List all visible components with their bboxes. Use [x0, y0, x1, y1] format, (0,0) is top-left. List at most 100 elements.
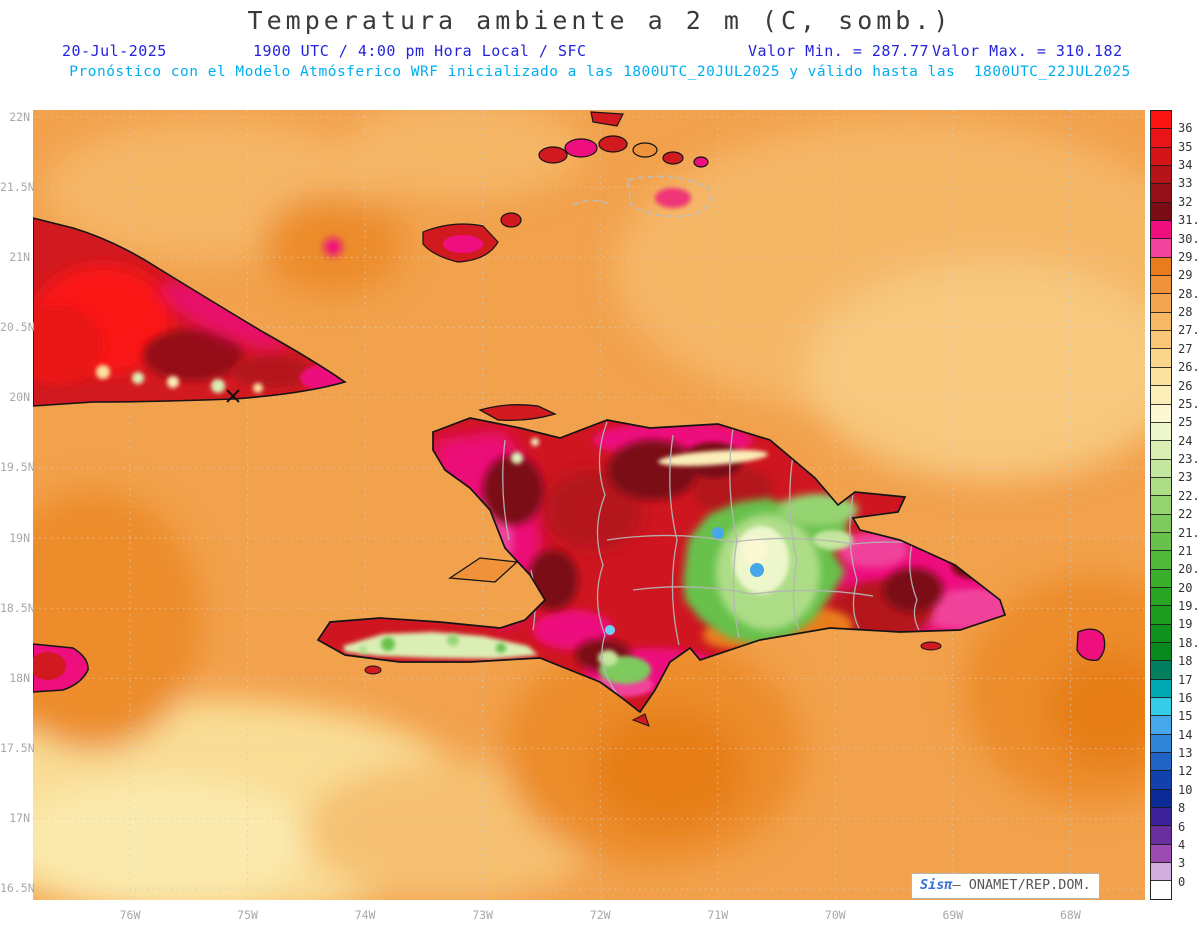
- colorbar-level-label: 0: [1178, 874, 1186, 889]
- colorbar-level-label: 14: [1178, 727, 1193, 742]
- lat-tick-label: 17.5N: [0, 741, 35, 756]
- jamaica-island: [33, 643, 89, 693]
- colorbar-level-label: 13: [1178, 746, 1193, 761]
- colorbar-cell: [1151, 587, 1171, 607]
- colorbar-level-label: 4: [1178, 837, 1186, 852]
- colorbar-cell: [1151, 698, 1171, 717]
- bahamas-islands: [422, 111, 709, 263]
- colorbar-level-label: 20.5: [1178, 562, 1200, 577]
- colorbar-level-label: 12: [1178, 764, 1193, 779]
- colorbar-cell: [1151, 129, 1171, 148]
- colorbar-level-label: 22.5: [1178, 488, 1200, 503]
- lat-tick-label: 21.5N: [0, 179, 35, 194]
- station-x-marker: [226, 389, 240, 403]
- forecast-time: 1900 UTC / 4:00 pm Hora Local / SFC: [253, 42, 587, 60]
- colorbar-level-label: 17: [1178, 672, 1193, 687]
- colorbar-cell: [1151, 642, 1171, 662]
- colorbar-level-label: 3: [1178, 856, 1186, 871]
- colorbar-cell: [1151, 844, 1171, 864]
- colorbar-cell: [1151, 221, 1171, 240]
- colorbar-level-label: 26: [1178, 378, 1193, 393]
- saona-island: [920, 641, 942, 651]
- colorbar-cell: [1151, 367, 1171, 387]
- shallow-banks: [572, 175, 712, 218]
- watermark-separator: –: [952, 877, 961, 893]
- colorbar-level-label: 32: [1178, 194, 1193, 209]
- colorbar-cell: [1151, 202, 1171, 222]
- colorbar-level-label: 27.5: [1178, 323, 1200, 338]
- colorbar-cell: [1151, 863, 1171, 882]
- temperature-map: [33, 110, 1145, 900]
- colorbar-level-label: 22: [1178, 507, 1193, 522]
- lon-tick-label: 76W: [119, 908, 141, 922]
- ile-a-vache: [364, 665, 382, 675]
- colorbar-cell: [1151, 661, 1171, 680]
- colorbar-level-label: 25: [1178, 415, 1193, 430]
- colorbar-cell: [1151, 753, 1171, 772]
- colorbar-cell: [1151, 276, 1171, 295]
- lon-tick-label: 75W: [237, 908, 258, 922]
- colorbar-level-label: 34: [1178, 158, 1193, 173]
- colorbar-cell: [1151, 606, 1171, 625]
- colorbar-cell: [1151, 881, 1171, 899]
- ocean-hot-spot: [324, 238, 342, 256]
- colorbar-level-label: 19: [1178, 617, 1193, 632]
- colorbar-level-label: 20: [1178, 580, 1193, 595]
- watermark-org: ONAMET/REP.DOM.: [968, 877, 1091, 893]
- colorbar-cell: [1151, 184, 1171, 203]
- colorbar-cell: [1151, 496, 1171, 515]
- colorbar-level-label: 18: [1178, 654, 1193, 669]
- colorbar-cell: [1151, 459, 1171, 478]
- lon-tick-label: 69W: [942, 908, 964, 922]
- cuba-island: [33, 217, 346, 407]
- colorbar-cell: [1151, 477, 1171, 497]
- colorbar-cell: [1151, 789, 1171, 809]
- lat-tick-label: 18N: [9, 670, 30, 685]
- colorbar-level-label: 29: [1178, 268, 1193, 283]
- colorbar-cell: [1151, 734, 1171, 754]
- lat-tick-label: 18.5N: [0, 600, 35, 615]
- map-area: Sisπ– ONAMET/REP.DOM.: [33, 110, 1145, 900]
- colorbar-level-label: 6: [1178, 819, 1186, 834]
- colorbar-cell: [1151, 551, 1171, 570]
- lat-tick-label: 17N: [9, 811, 30, 826]
- colorbar-level-label: 23.5: [1178, 452, 1200, 467]
- colorbar-cell: [1151, 257, 1171, 277]
- colorbar-level-label: 29.7: [1178, 249, 1200, 264]
- valor-max: Valor Max. = 310.182: [932, 42, 1123, 60]
- colorbar-level-label: 26.5: [1178, 360, 1200, 375]
- colorbar-level-label: 35: [1178, 139, 1193, 154]
- lon-tick-label: 71W: [707, 908, 729, 922]
- colorbar-level-label: 25.5: [1178, 396, 1200, 411]
- lat-tick-label: 19N: [9, 530, 30, 545]
- colorbar-cell: [1151, 716, 1171, 735]
- colorbar-cell: [1151, 532, 1171, 552]
- colorbar-level-label: 36: [1178, 121, 1193, 136]
- page-title: Temperatura ambiente a 2 m (C, somb.): [247, 6, 953, 35]
- colorbar-level-label: 8: [1178, 801, 1186, 816]
- ocean-temperature-patches: [33, 110, 1145, 900]
- watermark-brand: Sisπ: [920, 877, 953, 893]
- colorbar-cell: [1151, 441, 1171, 460]
- colorbar-level-label: 27: [1178, 341, 1193, 356]
- lat-tick-label: 21N: [9, 249, 30, 264]
- colorbar-level-label: 10: [1178, 782, 1193, 797]
- colorbar-cell: [1151, 679, 1171, 698]
- colorbar-cell: [1151, 166, 1171, 185]
- model-info-line: Pronóstico con el Modelo Atmósferico WRF…: [69, 64, 1131, 80]
- colorbar-level-label: 23: [1178, 470, 1193, 485]
- lat-tick-label: 16.5N: [0, 881, 35, 896]
- colorbar-level-label: 18.5: [1178, 635, 1200, 650]
- colorbar-level-label: 30.7: [1178, 231, 1200, 246]
- colorbar-level-label: 28.5: [1178, 286, 1200, 301]
- mona-island: [1076, 628, 1106, 661]
- colorbar-cell: [1151, 808, 1171, 827]
- lon-tick-label: 73W: [472, 908, 494, 922]
- lon-tick-label: 72W: [589, 908, 611, 922]
- subtitle-line-1: 20-Jul-2025 1900 UTC / 4:00 pm Hora Loca…: [0, 42, 1200, 62]
- colorbar-cell: [1151, 386, 1171, 405]
- colorbar-level-label: 21.5: [1178, 525, 1200, 540]
- temperature-colorbar: [1150, 110, 1172, 900]
- colorbar-cell: [1151, 624, 1171, 643]
